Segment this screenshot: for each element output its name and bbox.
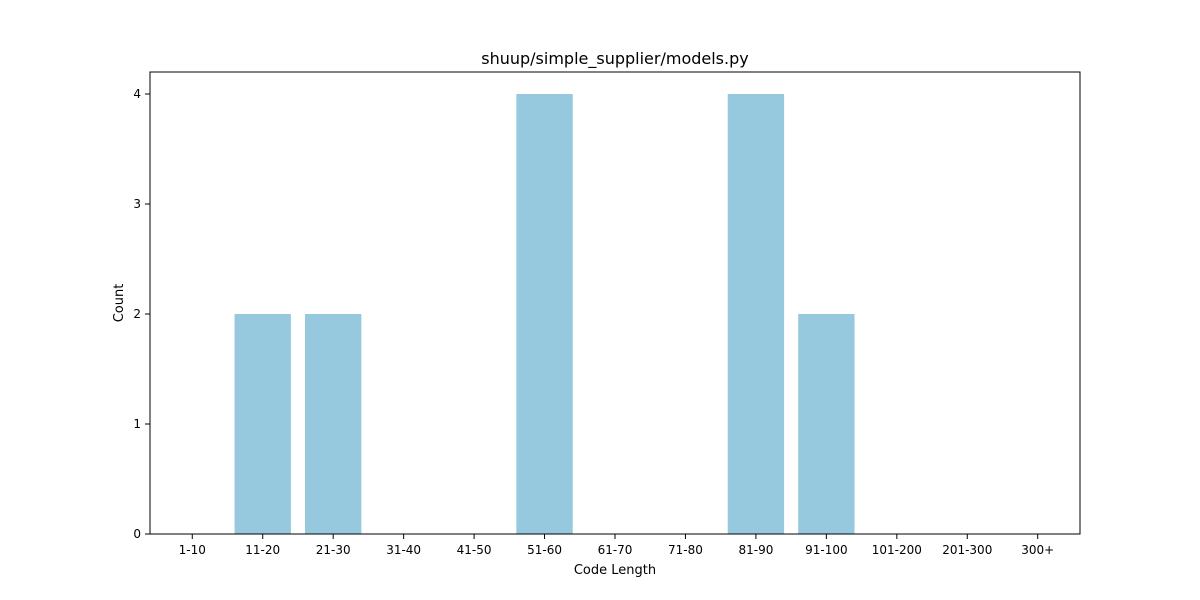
x-tick-label: 51-60 <box>527 543 562 557</box>
y-tick-label: 1 <box>133 417 141 431</box>
x-axis-label: Code Length <box>574 563 656 578</box>
x-tick-label: 21-30 <box>316 543 351 557</box>
x-tick-label: 81-90 <box>738 543 773 557</box>
bar-21-30 <box>305 314 362 534</box>
x-tick-label: 1-10 <box>179 543 206 557</box>
x-tick-label: 91-100 <box>805 543 848 557</box>
x-tick-label: 201-300 <box>942 543 992 557</box>
chart-title: shuup/simple_supplier/models.py <box>481 49 748 69</box>
x-tick-label: 101-200 <box>872 543 922 557</box>
x-tick-label: 31-40 <box>386 543 421 557</box>
y-tick-label: 3 <box>133 197 141 211</box>
y-tick-label: 4 <box>133 87 141 101</box>
bar-91-100 <box>798 314 855 534</box>
bar-81-90 <box>727 94 785 534</box>
bar-51-60 <box>516 94 573 534</box>
plot-frame <box>149 71 1081 535</box>
y-tick-label: 0 <box>133 527 141 541</box>
x-tick-label: 11-20 <box>245 543 280 557</box>
y-axis-label: Count <box>112 284 127 323</box>
x-tick-label: 300+ <box>1021 543 1054 557</box>
bar-11-20 <box>234 314 291 534</box>
y-tick-label: 2 <box>133 307 141 321</box>
x-tick-label: 41-50 <box>457 543 492 557</box>
x-tick-label: 61-70 <box>598 543 633 557</box>
plot-area: 1-10 11-20 21-30 31-40 41-50 51-60 61-70 71-80 8… <box>133 87 1054 557</box>
x-tick-label: 71-80 <box>668 543 703 557</box>
